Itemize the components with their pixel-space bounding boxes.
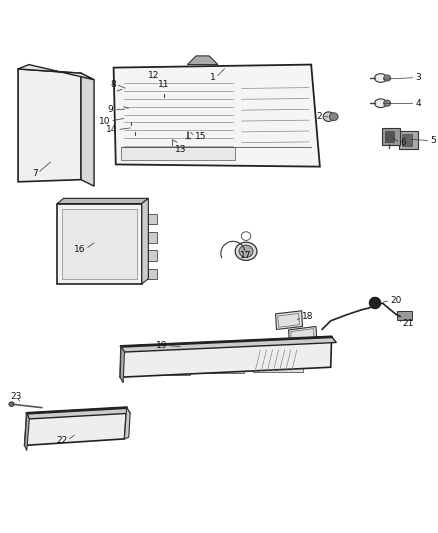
Ellipse shape [239, 245, 253, 257]
FancyBboxPatch shape [25, 139, 74, 154]
Polygon shape [25, 408, 127, 446]
Text: 19: 19 [155, 341, 167, 350]
Polygon shape [81, 73, 94, 186]
Polygon shape [121, 147, 235, 160]
Ellipse shape [184, 140, 189, 144]
FancyBboxPatch shape [203, 350, 244, 373]
Ellipse shape [9, 402, 14, 406]
Ellipse shape [186, 127, 191, 132]
Ellipse shape [137, 106, 143, 111]
FancyBboxPatch shape [385, 131, 394, 142]
Circle shape [369, 297, 381, 309]
Ellipse shape [128, 104, 138, 112]
Text: 10: 10 [99, 117, 110, 126]
Ellipse shape [374, 99, 387, 108]
Text: 11: 11 [158, 79, 170, 88]
FancyBboxPatch shape [148, 251, 157, 261]
FancyBboxPatch shape [403, 134, 412, 146]
Polygon shape [27, 408, 130, 419]
Ellipse shape [384, 75, 391, 81]
Ellipse shape [131, 126, 139, 132]
Text: 23: 23 [11, 392, 22, 401]
Text: 5: 5 [431, 136, 436, 145]
Ellipse shape [268, 107, 285, 126]
Text: 3: 3 [415, 73, 421, 82]
Text: 9: 9 [108, 105, 113, 114]
FancyBboxPatch shape [254, 348, 304, 372]
Ellipse shape [177, 139, 185, 146]
Polygon shape [187, 56, 218, 64]
Text: 2: 2 [316, 112, 322, 121]
Ellipse shape [329, 113, 338, 120]
Text: 17: 17 [240, 251, 252, 260]
Ellipse shape [246, 84, 307, 149]
Polygon shape [57, 198, 148, 204]
FancyBboxPatch shape [148, 214, 157, 224]
Text: 8: 8 [110, 79, 116, 88]
Ellipse shape [374, 74, 387, 83]
Polygon shape [124, 408, 130, 439]
Text: 14: 14 [106, 125, 117, 134]
Polygon shape [113, 64, 320, 167]
Text: 1: 1 [210, 73, 215, 82]
Ellipse shape [159, 87, 167, 94]
FancyBboxPatch shape [148, 269, 157, 279]
Polygon shape [289, 326, 317, 345]
Polygon shape [276, 311, 303, 329]
FancyBboxPatch shape [397, 311, 412, 320]
Text: 4: 4 [415, 99, 421, 108]
Ellipse shape [384, 100, 391, 106]
FancyBboxPatch shape [121, 71, 235, 160]
FancyBboxPatch shape [399, 131, 418, 149]
FancyBboxPatch shape [25, 119, 74, 134]
Text: 6: 6 [400, 138, 406, 147]
Ellipse shape [323, 112, 334, 122]
FancyBboxPatch shape [62, 209, 137, 279]
Text: 22: 22 [56, 435, 67, 445]
Polygon shape [120, 337, 332, 377]
Ellipse shape [122, 85, 131, 93]
Polygon shape [120, 346, 124, 383]
Polygon shape [18, 64, 94, 80]
Polygon shape [18, 69, 81, 182]
Text: 13: 13 [175, 145, 187, 154]
Text: 12: 12 [148, 71, 160, 80]
Text: 7: 7 [32, 168, 38, 177]
Ellipse shape [127, 116, 135, 122]
Text: 18: 18 [302, 312, 313, 321]
FancyBboxPatch shape [148, 232, 157, 243]
Text: 15: 15 [195, 132, 207, 141]
Ellipse shape [235, 242, 257, 261]
Polygon shape [142, 198, 148, 284]
FancyBboxPatch shape [148, 351, 190, 375]
Text: 20: 20 [390, 296, 402, 305]
Ellipse shape [131, 87, 137, 92]
Text: 16: 16 [74, 245, 85, 254]
Text: 21: 21 [403, 319, 414, 328]
Ellipse shape [151, 78, 159, 84]
Polygon shape [121, 337, 336, 352]
FancyBboxPatch shape [382, 127, 400, 145]
Polygon shape [25, 413, 29, 450]
FancyBboxPatch shape [57, 204, 142, 284]
